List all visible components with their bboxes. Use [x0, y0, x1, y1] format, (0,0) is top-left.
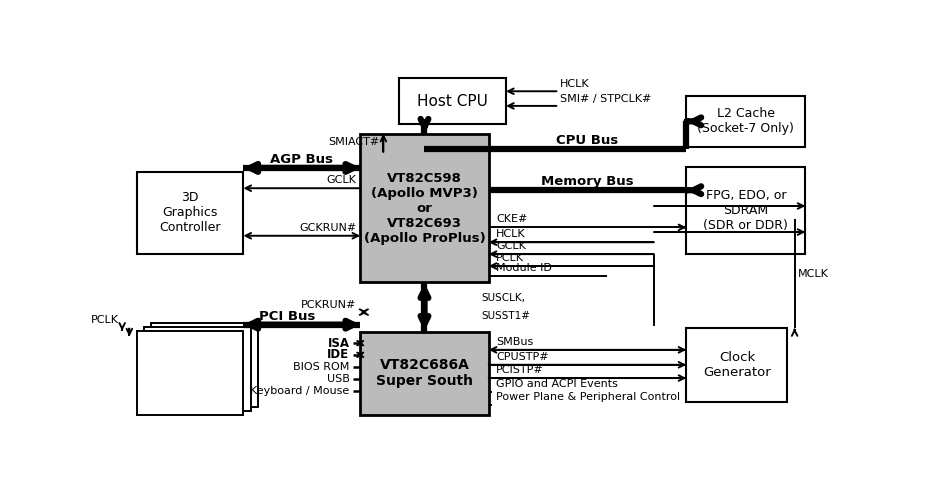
- Text: SUSST1#: SUSST1#: [481, 311, 531, 321]
- Text: Power Plane & Peripheral Control: Power Plane & Peripheral Control: [496, 392, 680, 401]
- Text: MCLK: MCLK: [798, 269, 830, 279]
- Bar: [360, 332, 489, 415]
- Text: SUSCLK,: SUSCLK,: [481, 293, 525, 303]
- Text: BIOS ROM: BIOS ROM: [293, 362, 349, 372]
- Text: L2 Cache
(Socket-7 Only): L2 Cache (Socket-7 Only): [697, 107, 794, 135]
- Text: Keyboard / Mouse: Keyboard / Mouse: [250, 387, 349, 396]
- Text: Clock
Generator: Clock Generator: [703, 351, 771, 379]
- Text: SMIACT#: SMIACT#: [329, 137, 380, 147]
- Text: PCLK: PCLK: [496, 253, 524, 263]
- Text: AGP Bus: AGP Bus: [270, 153, 333, 166]
- Text: VT82C686A
Super South: VT82C686A Super South: [376, 358, 473, 388]
- Text: HCLK: HCLK: [496, 229, 525, 239]
- Bar: [399, 78, 506, 124]
- Text: PCISTP#: PCISTP#: [496, 365, 544, 375]
- Bar: [151, 323, 258, 407]
- Text: PCI Bus: PCI Bus: [259, 310, 316, 323]
- Text: SMI# / STPCLK#: SMI# / STPCLK#: [560, 94, 652, 104]
- Text: SMBus: SMBus: [496, 337, 533, 347]
- Text: Memory Bus: Memory Bus: [541, 175, 634, 188]
- Text: Host CPU: Host CPU: [417, 94, 488, 109]
- Text: CPU Bus: CPU Bus: [557, 134, 619, 147]
- Bar: [143, 327, 250, 411]
- Text: USB: USB: [327, 374, 349, 384]
- Text: PCLK: PCLK: [90, 315, 118, 325]
- Text: GCKRUN#: GCKRUN#: [300, 223, 357, 233]
- Bar: [360, 134, 489, 282]
- Text: FPG, EDO, or
SDRAM
(SDR or DDR): FPG, EDO, or SDRAM (SDR or DDR): [704, 189, 789, 232]
- Text: PCKRUN#: PCKRUN#: [302, 300, 357, 310]
- Text: CPUSTP#: CPUSTP#: [496, 352, 548, 362]
- Text: 3D
Graphics
Controller: 3D Graphics Controller: [159, 191, 221, 234]
- Text: Module ID: Module ID: [496, 263, 552, 273]
- Bar: [686, 328, 788, 402]
- Text: GCLK: GCLK: [496, 241, 526, 251]
- Text: GCLK: GCLK: [327, 175, 357, 185]
- Text: ISA: ISA: [328, 337, 349, 349]
- Text: VT82C598
(Apollo MVP3)
or
VT82C693
(Apollo ProPlus): VT82C598 (Apollo MVP3) or VT82C693 (Apol…: [364, 172, 485, 245]
- Bar: [686, 96, 805, 147]
- Bar: [686, 167, 805, 254]
- Text: HCLK: HCLK: [560, 79, 589, 90]
- Text: IDE: IDE: [328, 348, 349, 361]
- Text: GPIO and ACPI Events: GPIO and ACPI Events: [496, 379, 618, 389]
- Text: CKE#: CKE#: [496, 214, 527, 224]
- Bar: [137, 172, 243, 254]
- Bar: [137, 331, 243, 415]
